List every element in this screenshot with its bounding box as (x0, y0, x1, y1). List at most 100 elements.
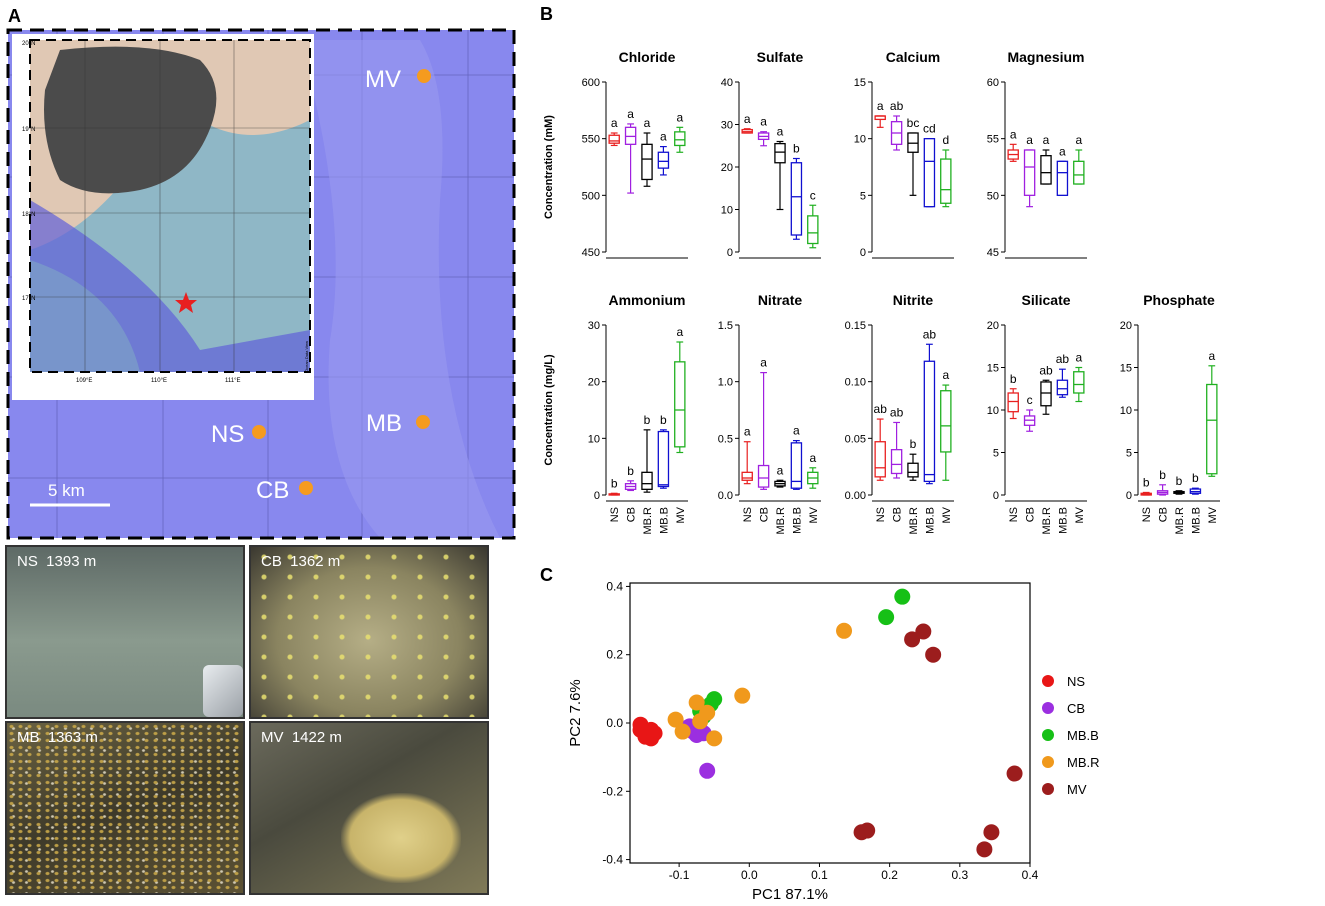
series-mv (853, 623, 1023, 858)
box-iqr (807, 215, 819, 245)
y-tick-label: 5 (860, 190, 866, 202)
subplot-title: Ammonium (609, 292, 686, 308)
x-tick-label: MB.B (658, 507, 670, 534)
box-mb-r: a (774, 125, 786, 211)
box-iqr (790, 162, 803, 236)
photo-caption-ns: NS 1393 m (17, 553, 97, 570)
box-iqr (657, 151, 670, 169)
legend-entry-mv: MV (1042, 782, 1087, 797)
box-cb: ab (890, 99, 904, 151)
y-tick-label: 20 (721, 162, 733, 174)
significance-letter: a (877, 99, 884, 113)
y-tick-label: 10 (854, 134, 866, 146)
box-mb-b: ab MB.B (1056, 352, 1070, 534)
y-tick-label: 0.5 (718, 433, 733, 445)
y-tick-label: -0.2 (602, 784, 623, 798)
x-tick-label: 0.4 (1022, 868, 1039, 882)
clam-pattern (251, 547, 487, 717)
box-cb: a (1023, 133, 1036, 208)
box-iqr (1073, 160, 1085, 185)
significance-letter: b (793, 142, 800, 156)
x-tick-label: CB (759, 507, 771, 522)
significance-letter: b (660, 413, 667, 427)
data-point (699, 704, 716, 721)
box-mb-b: a MB.B (790, 424, 803, 534)
significance-letter: a (1026, 133, 1033, 147)
data-point (667, 711, 684, 728)
x-tick-label: MB.B (924, 507, 936, 534)
significance-letter: b (611, 476, 618, 490)
site-marker-cb (299, 481, 313, 495)
box-iqr (1040, 381, 1052, 407)
x-tick-label: NS (875, 507, 887, 522)
significance-letter: a (1010, 127, 1017, 141)
data-point (674, 723, 691, 740)
x-tick-label: MB.R (775, 507, 787, 535)
y-tick-label: 0.0 (718, 490, 733, 502)
x-tick-label: CB (892, 507, 904, 522)
legend-marker (1042, 702, 1054, 714)
photo-caption-cb: CB 1362 m (261, 553, 341, 570)
x-tick-label: MB.R (1174, 507, 1186, 535)
photo-mb: MB 1363 m (5, 721, 245, 895)
subplot-title: Magnesium (1007, 49, 1084, 65)
x-tick-label: MV (1074, 506, 1086, 523)
legend-label: MB.B (1067, 728, 1099, 743)
y-tick-label: 0.15 (845, 320, 866, 332)
data-point (1006, 765, 1023, 782)
box-iqr (757, 464, 770, 488)
panel-label-b: B (540, 4, 553, 24)
y-tick-label: 5 (1126, 448, 1132, 460)
significance-letter: a (660, 130, 667, 144)
box-ns: a NS (741, 425, 754, 522)
significance-letter: b (1176, 474, 1183, 488)
significance-letter: d (942, 133, 949, 147)
y-tick-label: 55 (987, 134, 999, 146)
y-tick-label: 20 (1120, 320, 1132, 332)
significance-letter: a (676, 325, 683, 339)
x-tick-label: 0.0 (741, 868, 758, 882)
box-mv: a (674, 110, 686, 153)
y-tick-label: 50 (987, 190, 999, 202)
x-tick-label: -0.1 (669, 868, 690, 882)
significance-letter: ab (1039, 363, 1053, 377)
legend-label: CB (1067, 701, 1085, 716)
box-mv: a (1073, 133, 1085, 185)
rov-arm (203, 665, 243, 717)
box-mb-b: a (657, 130, 670, 176)
data-point (706, 691, 723, 708)
subplot-nitrite: Nitrite 0.00 0.05 0.10 0.15 ab NS ab CB b MB.R ab MB… (845, 292, 954, 535)
box-mv: a MV (1073, 351, 1086, 524)
subplot-title: Sulfate (757, 49, 804, 65)
inset-lat-19: 19°N (22, 127, 35, 133)
photo-mv: MV 1422 m (249, 721, 489, 895)
significance-letter: bc (907, 116, 920, 130)
inset-lon-111: 111°E (225, 378, 241, 384)
box-iqr (1007, 392, 1019, 413)
inset-map: 20°N 19°N 18°N 17°N 109°E 110°E 111°E Oc… (12, 34, 314, 400)
series-mb-b (692, 588, 911, 725)
data-point (706, 730, 723, 747)
box-iqr (940, 390, 952, 453)
subplot-nitrate: Nitrate 0.0 0.5 1.0 1.5 a NS a CB a MB.R a MB.B a MV (718, 292, 821, 535)
x-tick-label: NS (1008, 507, 1020, 522)
bathymetry-shade (300, 40, 500, 538)
y-tick-label: 60 (987, 77, 999, 89)
box-ns: b NS (1007, 372, 1020, 522)
y-tick-label: 0.10 (845, 377, 866, 389)
box-mv: a MV (674, 325, 687, 524)
box-ns: ab NS (874, 402, 888, 522)
site-marker-mb (416, 415, 430, 429)
series-mb-r (667, 622, 853, 747)
data-point (976, 841, 993, 858)
legend-marker (1042, 675, 1054, 687)
significance-letter: a (627, 107, 634, 121)
study-area-star-icon (175, 292, 197, 313)
inset-lat-17: 17°N (22, 296, 35, 302)
box-cb: c CB (1023, 393, 1037, 522)
legend-marker (1042, 756, 1054, 768)
x-tick-label: MB.B (791, 507, 803, 534)
y-tick-label: 0 (594, 490, 600, 502)
box-iqr (940, 158, 952, 204)
box-iqr (890, 449, 903, 475)
